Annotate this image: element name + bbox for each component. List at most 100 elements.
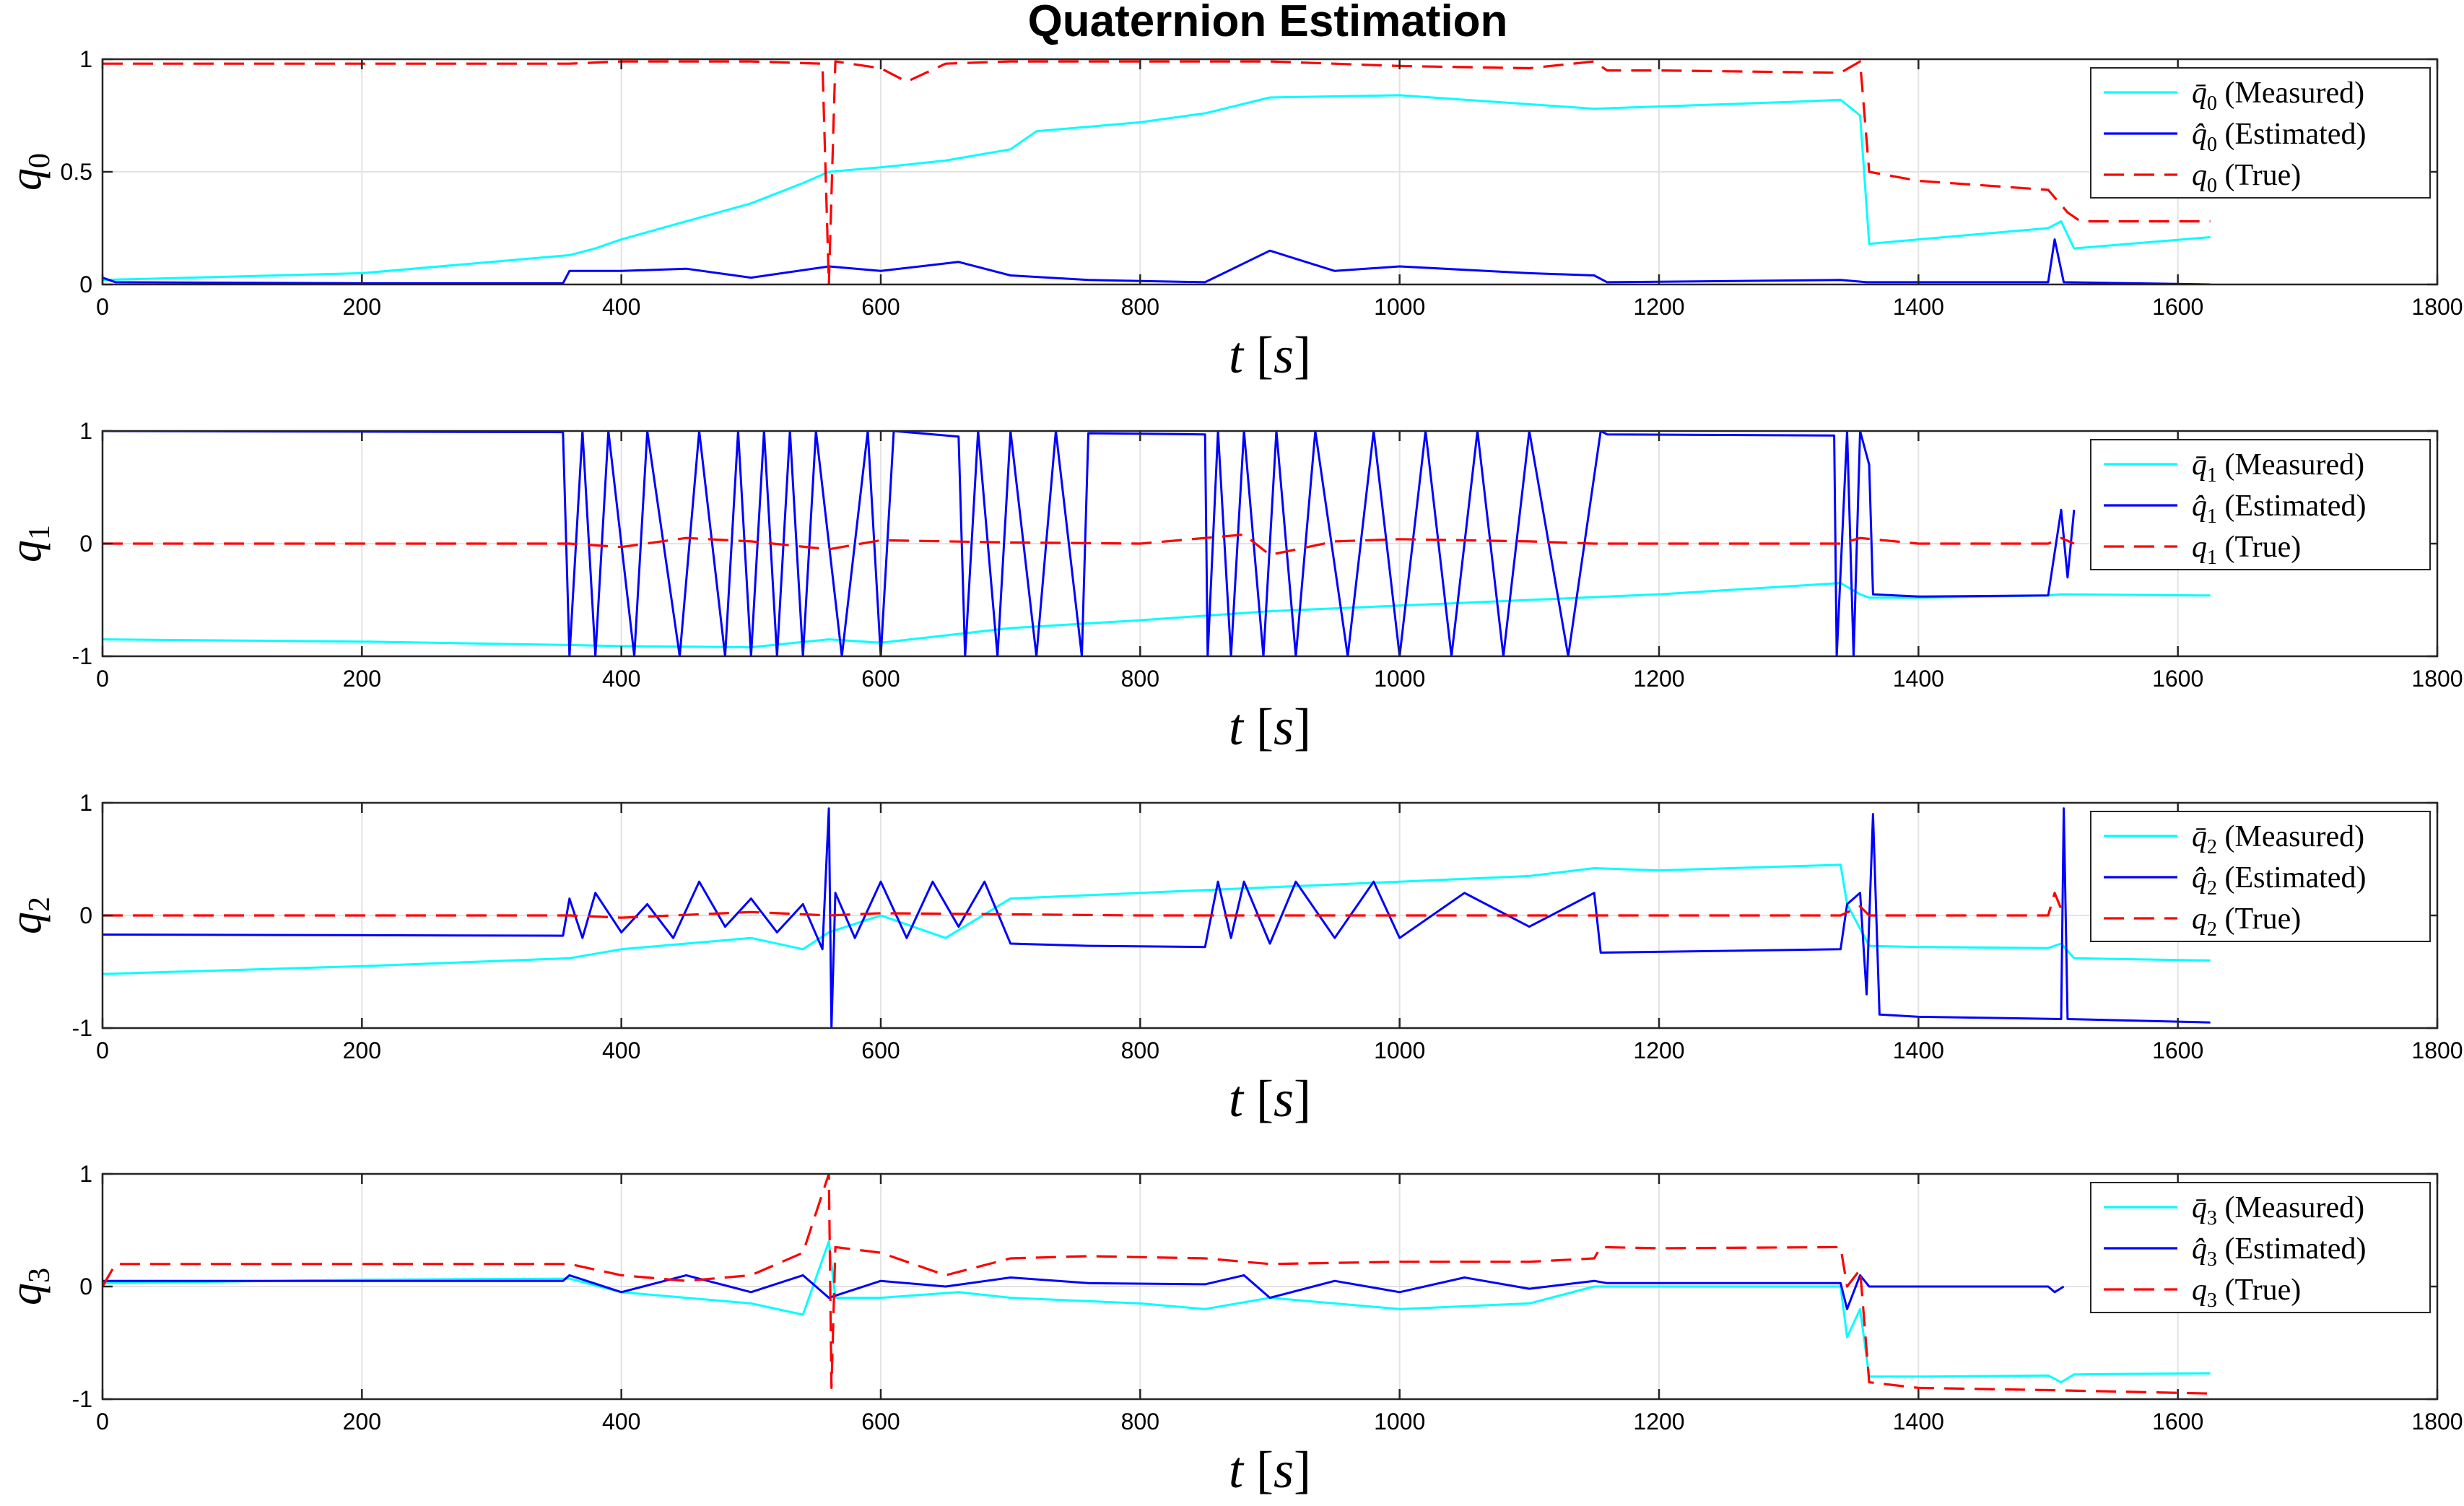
x-axis-var: t: [1229, 1441, 1245, 1499]
x-tick-label: 1600: [2152, 1037, 2203, 1063]
series-line-estimated: [103, 807, 2211, 1028]
subplot-panels: 0 200 400 600 800 1000 1200 1400 1600 180000.51t …: [1, 46, 2463, 1499]
legend-entry-measured: q̄1 (Measured): [2192, 448, 2364, 487]
y-tick-label: -1: [72, 1386, 92, 1412]
x-tick-label: 1000: [1374, 294, 1425, 320]
x-axis-unit: s: [1274, 326, 1294, 384]
y-tick-label: 0.5: [61, 159, 92, 185]
x-tick-label: 1200: [1633, 666, 1684, 692]
y-tick-label: 0: [79, 1274, 92, 1300]
legend-entry-measured: q̄0 (Measured): [2192, 77, 2364, 115]
series-line-true: [103, 892, 2065, 919]
x-tick-label: 800: [1121, 666, 1159, 692]
legend-entry-measured: q̄3 (Measured): [2192, 1191, 2364, 1229]
series-line-measured: [103, 94, 2211, 282]
y-tick-label: 0: [79, 271, 92, 297]
x-axis-label: t [s]: [1229, 1441, 1311, 1499]
legend-entry-true: q2 (True): [2192, 902, 2301, 941]
x-tick-label: 1800: [2411, 294, 2463, 320]
x-tick-label: 800: [1121, 1409, 1159, 1435]
y-tick-label: 1: [79, 1161, 92, 1187]
legend-entry-true: q3 (True): [2192, 1274, 2301, 1312]
subplot-q0: 0 200 400 600 800 1000 1200 1400 1600 1800 0 0.5 1 t …: [1, 46, 2463, 384]
x-tick-label: 1400: [1893, 294, 1944, 320]
y-tick-label: -1: [72, 643, 92, 669]
x-tick-label: 600: [861, 294, 900, 320]
y-axis-sym: q: [1, 168, 51, 191]
legend-entry-estimated: q̂2 (Estimated): [2192, 861, 2366, 900]
x-tick-label: 200: [343, 1409, 381, 1435]
x-axis-unit: s: [1274, 1441, 1294, 1499]
y-tick-label: 0: [79, 902, 92, 928]
x-tick-label: 1400: [1893, 666, 1944, 692]
series-group: [103, 1174, 2211, 1395]
legend-entry-true: q0 (True): [2192, 159, 2301, 197]
x-tick-label: 1600: [2152, 294, 2203, 320]
y-axis-sub: 3: [23, 1268, 56, 1283]
x-tick-label: 1800: [2411, 1037, 2463, 1063]
x-tick-label: 1600: [2152, 1409, 2203, 1435]
x-tick-label: 1200: [1633, 294, 1684, 320]
x-tick-label: 600: [861, 1037, 900, 1063]
y-tick-label: 1: [79, 790, 92, 816]
x-tick-label: 0: [96, 1037, 109, 1063]
x-tick-label: 1800: [2411, 666, 2463, 692]
y-axis-label: q1: [1, 525, 56, 562]
x-tick-label: 400: [602, 1409, 640, 1435]
x-tick-label: 1200: [1633, 1037, 1684, 1063]
x-tick-label: 1400: [1893, 1409, 1944, 1435]
x-axis-var: t: [1229, 1070, 1245, 1128]
y-axis-sym: q: [1, 540, 51, 562]
y-axis-label: q3: [1, 1268, 56, 1305]
series-line-measured: [103, 863, 2211, 975]
series-group: [103, 807, 2211, 1028]
x-tick-label: 0: [96, 294, 109, 320]
legend-entry-estimated: q̂0 (Estimated): [2192, 118, 2366, 156]
y-axis-sym: q: [1, 1283, 51, 1305]
x-tick-label: 0: [96, 1409, 109, 1435]
legend-entry-true: q1 (True): [2192, 531, 2301, 569]
legend: q̄0 (Measured)q̂0 (Estimated)q0 (True): [2090, 67, 2431, 199]
legend: q̄1 (Measured)q̂1 (Estimated)q1 (True): [2090, 439, 2431, 570]
x-axis-label: t [s]: [1229, 1070, 1311, 1128]
x-tick-label: 1000: [1374, 1409, 1425, 1435]
x-tick-label: 1200: [1633, 1409, 1684, 1435]
series-line-estimated: [103, 238, 2211, 284]
figure-title: Quaternion Estimation: [1028, 0, 1508, 46]
series-line-true: [103, 533, 2075, 557]
x-tick-label: 1800: [2411, 1409, 2463, 1435]
legend: q̄3 (Measured)q̂3 (Estimated)q3 (True): [2090, 1182, 2431, 1313]
series-line-true: [103, 60, 2211, 284]
y-axis-sub: 1: [23, 525, 56, 540]
y-tick-label: -1: [72, 1015, 92, 1041]
y-axis-sub: 0: [23, 153, 56, 168]
series-group: [103, 60, 2211, 284]
x-axis-label: t [s]: [1229, 698, 1311, 756]
x-tick-label: 800: [1121, 1037, 1159, 1063]
legend-entry-estimated: q̂1 (Estimated): [2192, 489, 2366, 528]
x-tick-label: 200: [343, 666, 381, 692]
x-axis-var: t: [1229, 698, 1245, 756]
legend: q̄2 (Measured)q̂2 (Estimated)q2 (True): [2090, 811, 2431, 942]
x-axis-unit: s: [1274, 698, 1294, 756]
series-line-measured: [103, 1240, 2211, 1384]
series-line-measured: [103, 582, 2211, 648]
x-axis-label: t [s]: [1229, 326, 1311, 384]
y-tick-label: 1: [79, 418, 92, 444]
x-tick-label: 1600: [2152, 666, 2203, 692]
x-tick-label: 400: [602, 1037, 640, 1063]
x-tick-label: 400: [602, 294, 640, 320]
series-line-estimated: [103, 1274, 2065, 1310]
x-tick-label: 600: [861, 666, 900, 692]
series-line-estimated: [103, 431, 2076, 656]
x-tick-label: 1000: [1374, 1037, 1425, 1063]
x-tick-label: 600: [861, 1409, 900, 1435]
y-tick-label: 0: [79, 531, 92, 557]
x-tick-label: 200: [343, 1037, 381, 1063]
x-tick-label: 0: [96, 666, 109, 692]
x-tick-label: 1000: [1374, 666, 1425, 692]
y-axis-label: q0: [1, 153, 56, 191]
